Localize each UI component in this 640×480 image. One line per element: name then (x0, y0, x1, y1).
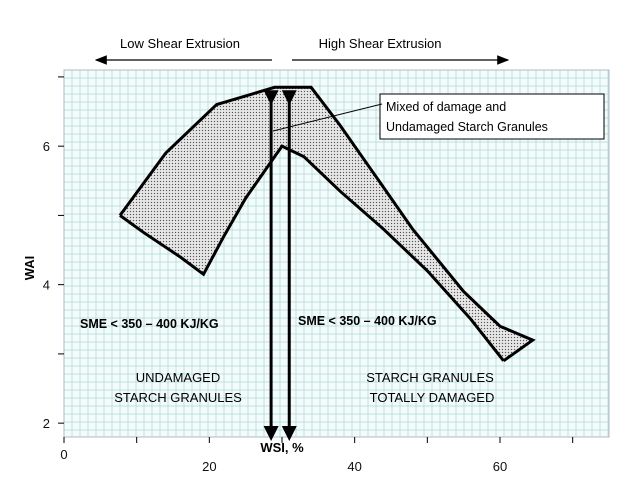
y-axis-label: WAI (22, 256, 37, 281)
x-tick-label: 0 (60, 447, 67, 462)
vertical-arrows (263, 90, 297, 442)
callout-line-2: Undamaged Starch Granules (386, 120, 548, 134)
left-region-label-1: UNDAMAGED (136, 370, 221, 385)
y-tick-label: 4 (43, 278, 50, 293)
x-axis-label: WSI, % (260, 440, 304, 455)
callout-line-1: Mixed of damage and (386, 100, 506, 114)
x-tick-label: 60 (493, 459, 507, 474)
sme-label-left: SME < 350 – 400 KJ/KG (80, 317, 219, 331)
band-region (120, 87, 533, 361)
y-tick-label: 2 (43, 416, 50, 431)
y-axis: 2 4 6 (43, 76, 64, 431)
sme-label-right: SME < 350 – 400 KJ/KG (298, 314, 437, 328)
right-region-label-2: TOTALLY DAMAGED (370, 390, 495, 405)
x-tick-label: 20 (202, 459, 216, 474)
left-region-label-2: STARCH GRANULES (114, 390, 242, 405)
callout-box (379, 93, 605, 140)
x-tick-label: 40 (347, 459, 361, 474)
right-region-label-1: STARCH GRANULES (366, 370, 494, 385)
callout-leader (272, 103, 383, 132)
regime-label-low: Low Shear Extrusion (120, 36, 240, 51)
x-axis: 0 20 40 60 (60, 437, 574, 474)
upper-boundary-line (118, 85, 536, 363)
y-tick-label: 6 (43, 139, 50, 154)
regime-label-high: High Shear Extrusion (319, 36, 442, 51)
